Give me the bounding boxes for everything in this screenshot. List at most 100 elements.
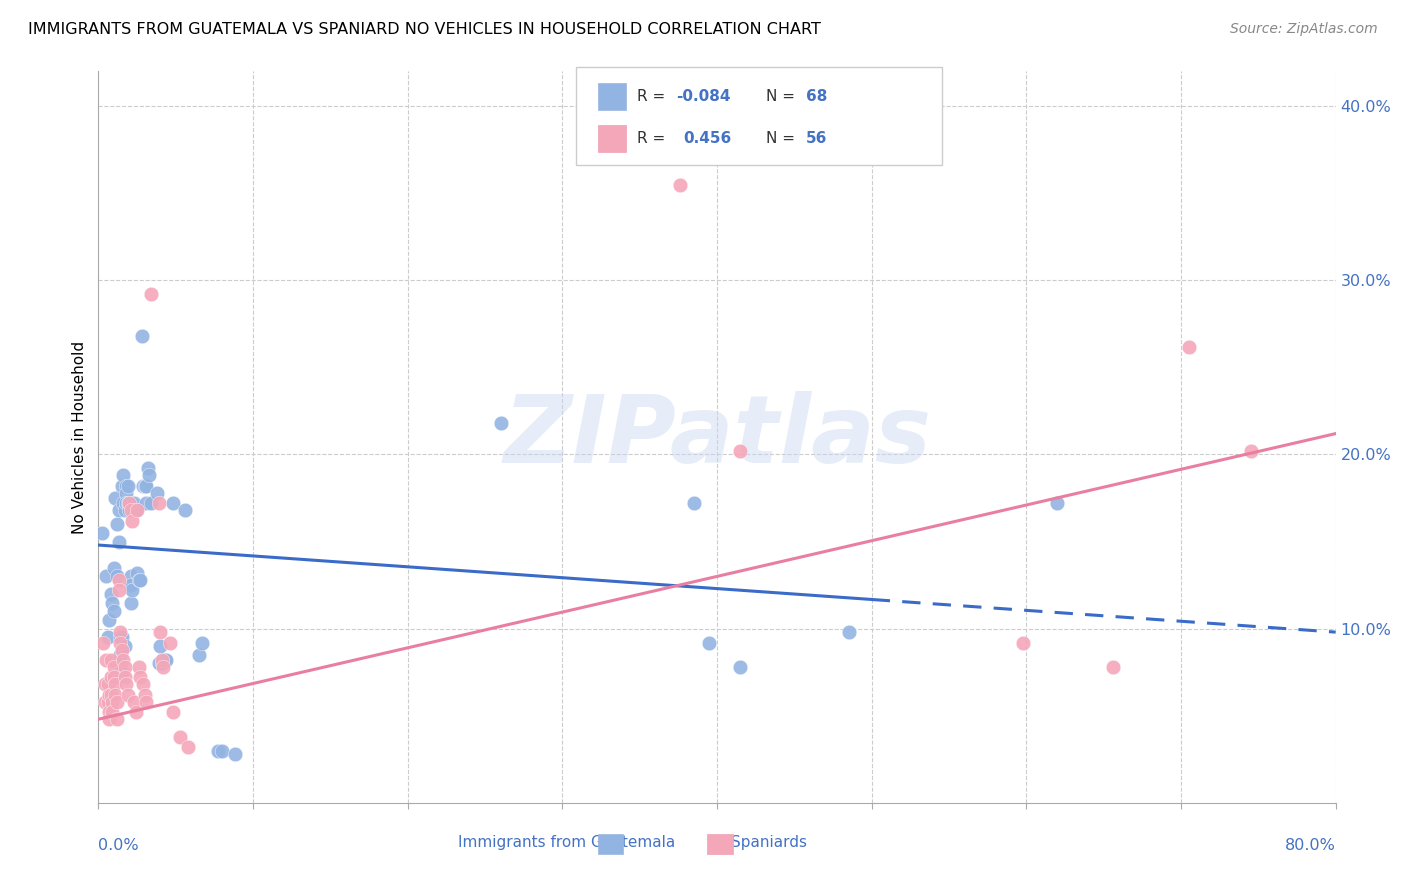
Text: 80.0%: 80.0% xyxy=(1285,838,1336,854)
Point xyxy=(211,743,233,757)
Point xyxy=(97,631,120,645)
Point xyxy=(103,670,125,684)
Point xyxy=(162,705,184,719)
Point xyxy=(98,613,121,627)
Point xyxy=(120,569,142,583)
Text: 0.0%: 0.0% xyxy=(98,838,139,854)
Point xyxy=(108,625,131,640)
Point xyxy=(152,660,174,674)
Point xyxy=(134,479,156,493)
Point xyxy=(155,653,177,667)
Point xyxy=(117,688,139,702)
Point xyxy=(101,695,124,709)
Point xyxy=(122,496,145,510)
Point xyxy=(224,747,246,761)
Point xyxy=(135,695,157,709)
Point xyxy=(169,730,191,744)
Point xyxy=(1178,339,1201,353)
Point xyxy=(112,653,135,667)
Point xyxy=(121,503,143,517)
Point xyxy=(104,491,127,505)
Point xyxy=(150,657,173,671)
Point xyxy=(111,631,132,645)
Point xyxy=(162,496,184,510)
Point xyxy=(111,642,132,657)
Point xyxy=(118,496,141,510)
Point xyxy=(699,635,721,649)
Point xyxy=(128,660,150,674)
Point xyxy=(100,653,122,667)
Point xyxy=(1102,660,1125,674)
Point xyxy=(91,635,114,649)
Point xyxy=(101,705,124,719)
Y-axis label: No Vehicles in Household: No Vehicles in Household xyxy=(72,341,87,533)
Text: 68: 68 xyxy=(806,89,827,103)
Point xyxy=(115,485,138,500)
Point xyxy=(105,712,128,726)
Point xyxy=(132,677,155,691)
Point xyxy=(104,677,127,691)
Point xyxy=(114,503,136,517)
Point xyxy=(105,569,128,583)
Point xyxy=(114,670,136,684)
Point xyxy=(101,595,124,609)
Point xyxy=(107,503,129,517)
Point xyxy=(120,578,142,592)
Point xyxy=(207,743,229,757)
Point xyxy=(100,670,122,684)
Point xyxy=(730,660,752,674)
Point xyxy=(96,653,118,667)
Point xyxy=(115,496,138,510)
Text: N =: N = xyxy=(766,131,800,145)
Point xyxy=(177,740,200,755)
Point xyxy=(105,695,128,709)
Point xyxy=(118,496,141,510)
Text: IMMIGRANTS FROM GUATEMALA VS SPANIARD NO VEHICLES IN HOUSEHOLD CORRELATION CHART: IMMIGRANTS FROM GUATEMALA VS SPANIARD NO… xyxy=(28,22,821,37)
Point xyxy=(105,517,128,532)
Point xyxy=(1012,635,1035,649)
Point xyxy=(96,569,118,583)
Point xyxy=(121,514,143,528)
Point xyxy=(107,583,129,598)
Text: N =: N = xyxy=(766,89,800,103)
Point xyxy=(150,653,173,667)
Point xyxy=(120,503,142,517)
Point xyxy=(128,573,150,587)
Point xyxy=(103,604,125,618)
Point xyxy=(132,479,155,493)
Point xyxy=(98,688,121,702)
Point xyxy=(188,648,211,662)
Text: Spaniards: Spaniards xyxy=(731,836,807,850)
Point xyxy=(139,496,162,510)
Point xyxy=(93,677,115,691)
Text: -0.084: -0.084 xyxy=(676,89,731,103)
Point xyxy=(98,705,121,719)
Point xyxy=(120,595,142,609)
Point xyxy=(115,479,138,493)
Point xyxy=(97,695,120,709)
Point xyxy=(134,688,156,702)
Point xyxy=(98,712,121,726)
Point xyxy=(136,461,159,475)
Point xyxy=(129,573,152,587)
Point xyxy=(100,587,122,601)
Point xyxy=(108,648,131,662)
Point xyxy=(121,583,143,598)
Point xyxy=(1240,444,1263,458)
Point xyxy=(669,178,692,192)
Point xyxy=(146,485,169,500)
Text: R =: R = xyxy=(637,131,675,145)
Point xyxy=(148,657,170,671)
Point xyxy=(103,560,125,574)
Point xyxy=(103,660,125,674)
Point xyxy=(149,639,172,653)
Point xyxy=(191,635,214,649)
Point xyxy=(108,635,131,649)
Point xyxy=(127,503,149,517)
Point xyxy=(114,660,136,674)
Point xyxy=(90,525,112,540)
Point xyxy=(838,625,860,640)
Text: 56: 56 xyxy=(806,131,827,145)
Point xyxy=(127,566,149,580)
Point xyxy=(118,503,141,517)
